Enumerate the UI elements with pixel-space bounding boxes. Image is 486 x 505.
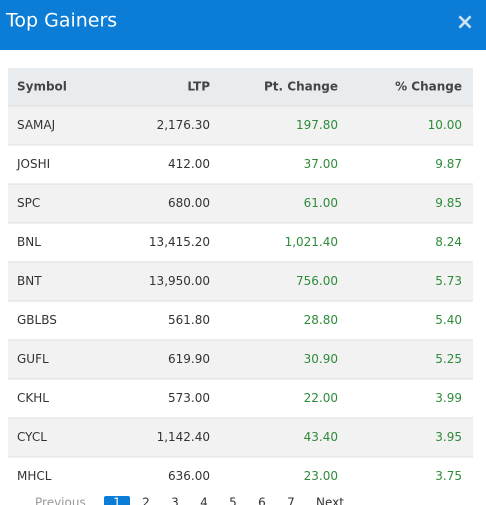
active-page <box>104 496 130 505</box>
modal-header <box>0 0 486 50</box>
table-cell: 636.00 <box>168 469 210 483</box>
table-cell: JOSHI <box>16 157 50 171</box>
table-cell: 23.00 <box>304 469 338 483</box>
table-cell: 619.90 <box>168 352 210 366</box>
page-link[interactable]: 5 <box>229 496 237 505</box>
table-cell: 37.00 <box>304 157 338 171</box>
table-header <box>8 68 473 106</box>
page-link[interactable]: 3 <box>171 496 179 505</box>
table-cell: 13,415.20 <box>149 235 210 249</box>
pagination-previous[interactable]: Previous <box>35 496 86 505</box>
table-cell: 10.00 <box>428 118 462 132</box>
table-row <box>8 379 473 418</box>
table-cell: 9.85 <box>435 196 462 210</box>
table-row <box>8 418 473 457</box>
table-cell: 9.87 <box>435 157 462 171</box>
table-cell: 43.40 <box>304 430 338 444</box>
table-cell: 13,950.00 <box>149 274 210 288</box>
table-cell: BNT <box>17 274 42 288</box>
pagination-next[interactable]: Next <box>316 496 344 505</box>
table-cell: 3.75 <box>435 469 462 483</box>
table-cell: BNL <box>17 235 41 249</box>
table-row <box>8 301 473 340</box>
table-cell: 3.99 <box>435 391 462 405</box>
table-cell: 5.25 <box>435 352 462 366</box>
table-cell: 573.00 <box>168 391 210 405</box>
column-header: Pt. Change <box>264 80 338 94</box>
table-cell: GBLBS <box>17 313 57 327</box>
table-cell: CKHL <box>17 391 49 405</box>
page-link[interactable]: 7 <box>287 496 295 505</box>
table-cell: 22.00 <box>304 391 338 405</box>
table-cell: 30.90 <box>304 352 338 366</box>
table-row <box>8 457 473 496</box>
table-cell: MHCL <box>17 469 52 483</box>
table-cell: 412.00 <box>168 157 210 171</box>
table-cell: 5.40 <box>435 313 462 327</box>
page-link[interactable]: 2 <box>142 496 150 505</box>
table-cell: 756.00 <box>296 274 338 288</box>
table-cell: GUFL <box>17 352 49 366</box>
table-cell: 1,142.40 <box>157 430 210 444</box>
column-header: LTP <box>187 80 210 94</box>
table-cell: 197.80 <box>296 118 338 132</box>
table-row <box>8 145 473 184</box>
close-button[interactable]: × <box>456 10 474 35</box>
table-row <box>8 340 473 379</box>
table-cell: 8.24 <box>435 235 462 249</box>
table-row <box>8 262 473 301</box>
page-link[interactable]: 6 <box>258 496 266 505</box>
table-row <box>8 223 473 262</box>
table-cell: 5.73 <box>435 274 462 288</box>
modal-title: Top Gainers <box>5 10 117 32</box>
table-row <box>8 184 473 223</box>
table-cell: 2,176.30 <box>157 118 210 132</box>
table-cell: 561.80 <box>168 313 210 327</box>
page-link[interactable]: 1 <box>113 496 121 505</box>
table-cell: SAMAJ <box>17 118 55 132</box>
table-cell: SPC <box>17 196 40 210</box>
table-cell: 1,021.40 <box>285 235 338 249</box>
column-header: % Change <box>395 80 462 94</box>
table-cell: 3.95 <box>435 430 462 444</box>
table-cell: 680.00 <box>168 196 210 210</box>
page-link[interactable]: 4 <box>200 496 208 505</box>
table-cell: 28.80 <box>304 313 338 327</box>
table-row <box>8 106 473 145</box>
table-cell: 61.00 <box>304 196 338 210</box>
column-header: Symbol <box>17 80 67 94</box>
table-cell: CYCL <box>17 430 47 444</box>
